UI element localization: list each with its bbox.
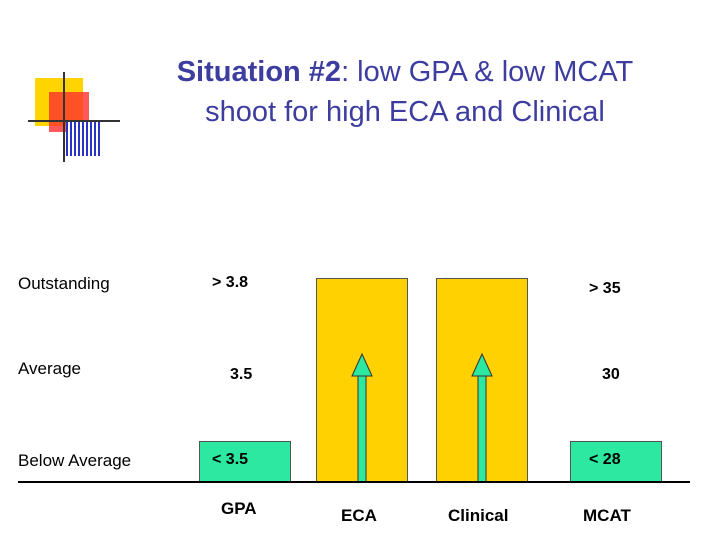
gpa-average-value: 3.5 <box>230 366 253 383</box>
eca-up-arrow-icon <box>351 352 373 483</box>
mcat-below-value: < 28 <box>589 451 621 468</box>
gpa-outstanding-value: > 3.8 <box>212 274 249 291</box>
logo-line-horizontal <box>28 120 120 122</box>
logo-line-vertical <box>63 72 65 162</box>
slide-title: Situation #2: low GPA & low MCAT shoot f… <box>110 52 700 132</box>
clinical-up-arrow-icon <box>471 352 493 483</box>
level-average: Average <box>18 359 82 378</box>
gpa-label: GPA <box>221 499 257 518</box>
logo-square-blue <box>66 122 102 156</box>
title-bold: Situation #2 <box>176 56 342 88</box>
mcat-average-value: 30 <box>602 366 620 383</box>
gpa-below-value: < 3.5 <box>212 451 249 468</box>
mcat-label: MCAT <box>583 506 631 525</box>
level-outstanding: Outstanding <box>18 274 110 293</box>
title-line2: shoot for high ECA and Clinical <box>205 96 605 128</box>
mcat-outstanding-value: > 35 <box>589 280 621 297</box>
clinical-label: Clinical <box>448 506 509 525</box>
baseline <box>18 481 690 483</box>
eca-label: ECA <box>341 506 377 525</box>
level-below-average: Below Average <box>18 451 132 470</box>
title-rest: : low GPA & low MCAT <box>341 56 634 88</box>
